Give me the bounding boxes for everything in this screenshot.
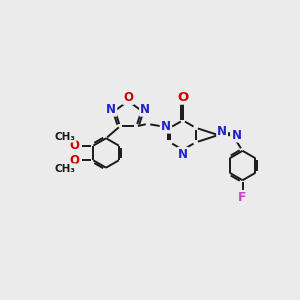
Text: N: N xyxy=(217,125,227,139)
Text: N: N xyxy=(106,103,116,116)
Text: N: N xyxy=(160,120,171,133)
Text: N: N xyxy=(140,103,150,116)
Text: O: O xyxy=(69,139,79,152)
Text: N: N xyxy=(232,129,242,142)
Text: O: O xyxy=(123,91,133,104)
Text: N: N xyxy=(178,148,188,161)
Text: O: O xyxy=(177,91,188,104)
Text: CH₃: CH₃ xyxy=(55,132,76,142)
Text: O: O xyxy=(69,154,79,167)
Text: CH₃: CH₃ xyxy=(55,164,76,174)
Text: F: F xyxy=(238,191,247,204)
